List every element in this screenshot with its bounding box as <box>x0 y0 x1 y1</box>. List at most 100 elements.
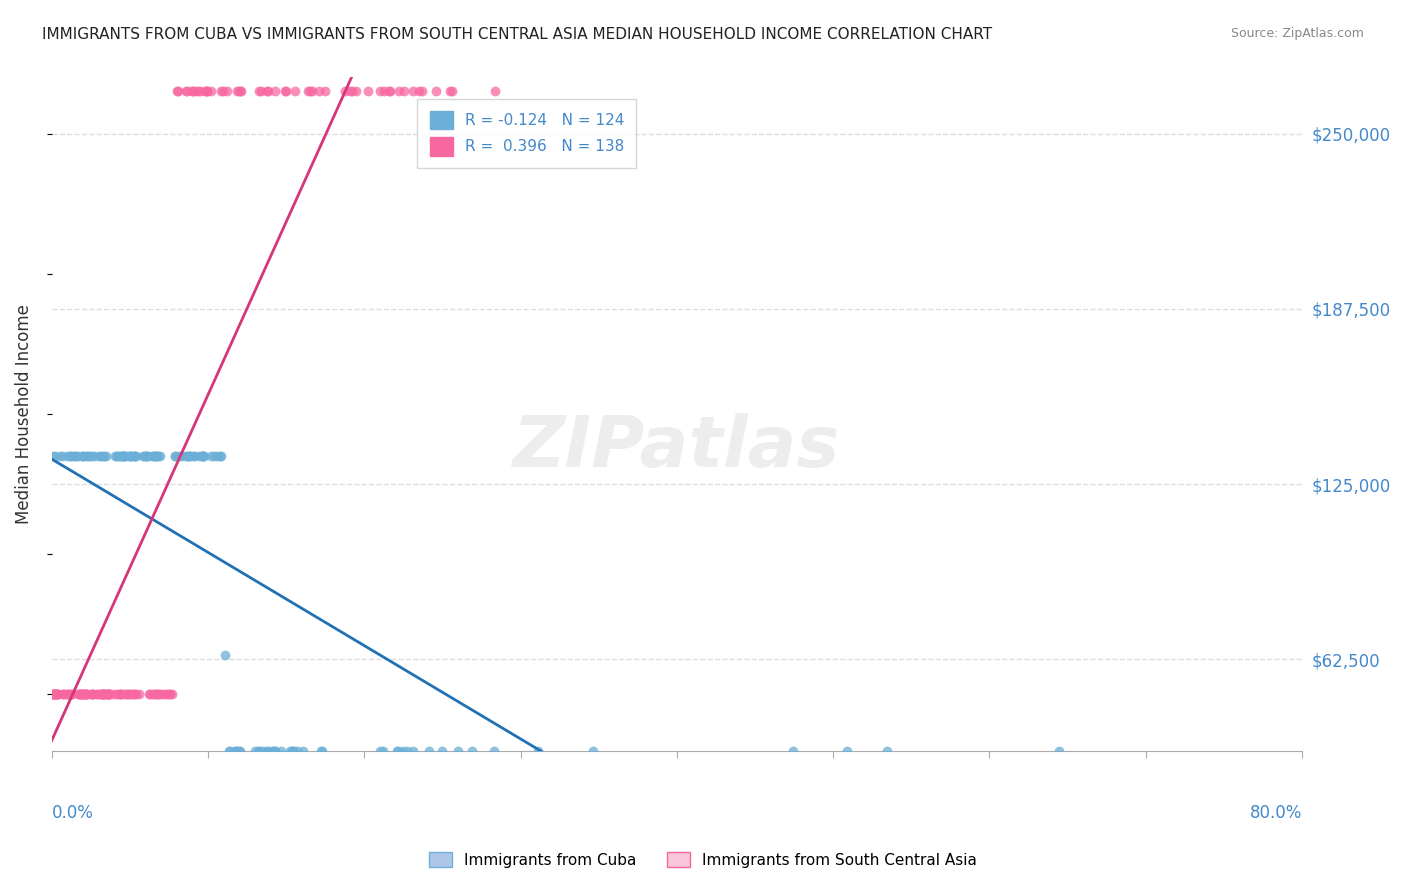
Point <box>342 85 364 99</box>
Point <box>93 449 115 463</box>
Point <box>45 688 67 702</box>
Point <box>297 85 319 99</box>
Point <box>86 688 108 702</box>
Point <box>205 449 228 463</box>
Point <box>143 449 166 463</box>
Point <box>157 688 180 702</box>
Point <box>378 85 401 99</box>
Point <box>188 449 211 463</box>
Point <box>145 449 167 463</box>
Point <box>138 688 160 702</box>
Point <box>308 85 330 99</box>
Point <box>98 688 121 702</box>
Point <box>117 688 139 702</box>
Point <box>252 743 274 757</box>
Text: 80.0%: 80.0% <box>1250 805 1302 822</box>
Point <box>97 688 120 702</box>
Point <box>82 688 104 702</box>
Point <box>368 743 391 757</box>
Point <box>136 449 159 463</box>
Point <box>264 743 287 757</box>
Point <box>118 688 141 702</box>
Point <box>274 85 297 99</box>
Point <box>200 85 222 99</box>
Point <box>42 688 65 702</box>
Point <box>73 688 96 702</box>
Legend: Immigrants from Cuba, Immigrants from South Central Asia: Immigrants from Cuba, Immigrants from So… <box>422 844 984 875</box>
Point <box>243 743 266 757</box>
Point <box>291 743 314 757</box>
Point <box>80 688 103 702</box>
Point <box>169 449 191 463</box>
Point <box>432 743 454 757</box>
Point <box>75 688 97 702</box>
Point <box>264 85 287 99</box>
Point <box>110 688 132 702</box>
Point <box>76 688 98 702</box>
Point <box>52 449 75 463</box>
Point <box>103 688 125 702</box>
Point <box>59 449 82 463</box>
Point <box>439 85 461 99</box>
Point <box>91 688 114 702</box>
Point <box>229 743 252 757</box>
Point <box>108 449 131 463</box>
Point <box>138 688 160 702</box>
Point <box>246 743 269 757</box>
Point <box>73 688 96 702</box>
Point <box>191 449 214 463</box>
Point <box>214 648 236 662</box>
Point <box>835 743 858 757</box>
Point <box>125 688 148 702</box>
Point <box>311 743 333 757</box>
Point <box>46 688 69 702</box>
Point <box>876 743 898 757</box>
Point <box>179 449 201 463</box>
Point <box>75 688 97 702</box>
Point <box>174 85 197 99</box>
Point <box>582 743 605 757</box>
Point <box>134 449 156 463</box>
Point <box>159 688 181 702</box>
Point <box>218 743 240 757</box>
Point <box>166 85 188 99</box>
Point <box>408 85 430 99</box>
Point <box>194 85 217 99</box>
Point <box>179 449 201 463</box>
Point <box>84 688 107 702</box>
Point <box>256 85 278 99</box>
Point <box>82 449 104 463</box>
Point <box>114 449 136 463</box>
Point <box>94 688 117 702</box>
Point <box>145 449 167 463</box>
Point <box>163 449 186 463</box>
Point <box>152 688 174 702</box>
Point <box>84 449 107 463</box>
Point <box>73 688 96 702</box>
Point <box>247 743 270 757</box>
Point <box>179 449 201 463</box>
Point <box>373 85 395 99</box>
Point <box>69 688 91 702</box>
Point <box>411 85 433 99</box>
Point <box>283 743 305 757</box>
Point <box>93 449 115 463</box>
Point <box>58 688 80 702</box>
Point <box>44 688 66 702</box>
Point <box>42 449 65 463</box>
Point <box>145 688 167 702</box>
Point <box>91 688 114 702</box>
Point <box>484 85 506 99</box>
Point <box>195 85 218 99</box>
Point <box>82 688 104 702</box>
Point <box>262 743 284 757</box>
Point <box>263 743 285 757</box>
Point <box>44 449 66 463</box>
Point <box>285 743 308 757</box>
Legend: R = -0.124   N = 124, R =  0.396   N = 138: R = -0.124 N = 124, R = 0.396 N = 138 <box>418 98 637 168</box>
Point <box>69 688 91 702</box>
Point <box>67 688 90 702</box>
Point <box>229 85 252 99</box>
Point <box>62 449 84 463</box>
Point <box>193 449 215 463</box>
